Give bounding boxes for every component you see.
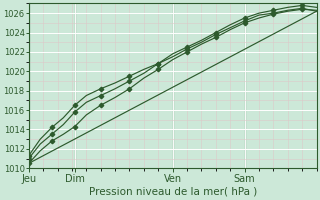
X-axis label: Pression niveau de la mer( hPa ): Pression niveau de la mer( hPa ) [89,187,257,197]
